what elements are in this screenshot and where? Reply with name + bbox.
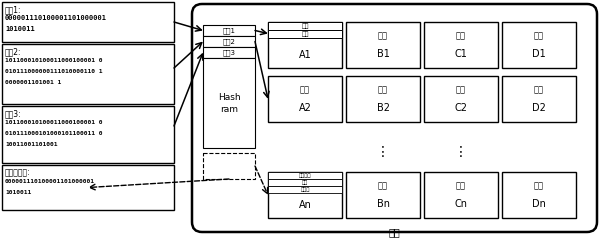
Text: 1010011: 1010011 xyxy=(5,26,35,32)
Text: 101100010100011000100001 0: 101100010100011000100001 0 xyxy=(5,58,103,63)
Text: 规则图: 规则图 xyxy=(301,187,310,192)
Text: 模块: 模块 xyxy=(456,85,466,94)
Text: 规则: 规则 xyxy=(301,23,309,29)
Text: 010111000000111010000110 1: 010111000000111010000110 1 xyxy=(5,69,103,74)
Bar xyxy=(268,30,342,38)
FancyBboxPatch shape xyxy=(192,4,597,232)
Bar xyxy=(2,2,174,42)
Text: 000001110100001101000001: 000001110100001101000001 xyxy=(5,179,95,184)
Text: ⋮: ⋮ xyxy=(454,145,468,159)
Text: 规则2:: 规则2: xyxy=(5,47,22,56)
Text: 模块: 模块 xyxy=(534,181,544,190)
Bar xyxy=(346,172,420,218)
Text: A2: A2 xyxy=(299,103,311,113)
Text: 索引2: 索引2 xyxy=(223,38,235,45)
Bar xyxy=(502,76,576,122)
Text: 010111000101000101100011 0: 010111000101000101100011 0 xyxy=(5,131,103,136)
Bar xyxy=(346,22,420,68)
Text: 索引1: 索引1 xyxy=(223,27,235,34)
Bar xyxy=(502,22,576,68)
Bar xyxy=(346,76,420,122)
Text: 模块: 模块 xyxy=(301,31,309,37)
Text: 模块: 模块 xyxy=(456,31,466,40)
Text: 模块: 模块 xyxy=(456,181,466,190)
Bar xyxy=(268,22,342,30)
Bar xyxy=(268,22,342,68)
Text: C1: C1 xyxy=(455,49,467,59)
Bar xyxy=(203,58,255,148)
Bar xyxy=(424,76,498,122)
Bar xyxy=(502,172,576,218)
Text: C2: C2 xyxy=(455,103,467,113)
Text: B2: B2 xyxy=(377,103,389,113)
Bar xyxy=(424,172,498,218)
Text: Hash: Hash xyxy=(218,93,241,103)
Bar xyxy=(268,186,342,193)
Text: D1: D1 xyxy=(532,49,546,59)
Bar xyxy=(424,22,498,68)
Bar xyxy=(268,172,342,218)
Text: 规则1:: 规则1: xyxy=(5,5,22,14)
Text: 1010011: 1010011 xyxy=(5,190,31,195)
Text: 规则3:: 规则3: xyxy=(5,109,22,118)
Text: 0000001101001 1: 0000001101001 1 xyxy=(5,80,61,85)
Text: 模块: 模块 xyxy=(300,85,310,94)
Text: Bn: Bn xyxy=(377,199,389,209)
Text: 规则: 规则 xyxy=(302,180,308,185)
Text: 规则索引: 规则索引 xyxy=(299,173,311,178)
Text: 模块: 模块 xyxy=(534,85,544,94)
Text: D2: D2 xyxy=(532,103,546,113)
Text: 硬件: 硬件 xyxy=(389,227,400,237)
Bar xyxy=(203,25,255,36)
Text: 10011001101001: 10011001101001 xyxy=(5,142,58,147)
Text: Dn: Dn xyxy=(532,199,546,209)
Text: A1: A1 xyxy=(299,50,311,60)
Bar xyxy=(268,179,342,186)
Text: 模块: 模块 xyxy=(378,181,388,190)
Bar xyxy=(268,76,342,122)
Bar xyxy=(2,165,174,210)
Bar xyxy=(203,36,255,47)
Bar xyxy=(2,106,174,163)
Text: 索引3: 索引3 xyxy=(223,49,235,56)
Bar xyxy=(268,172,342,179)
Text: Cn: Cn xyxy=(455,199,467,209)
Bar xyxy=(2,44,174,104)
Text: An: An xyxy=(299,200,311,210)
Text: 模块: 模块 xyxy=(378,85,388,94)
Text: 101100010100011000100001 0: 101100010100011000100001 0 xyxy=(5,120,103,125)
Text: 模块: 模块 xyxy=(534,31,544,40)
Text: ram: ram xyxy=(220,104,238,114)
Text: 000001110100001101000001: 000001110100001101000001 xyxy=(5,15,107,21)
Bar xyxy=(203,153,255,179)
Text: 压缩存储器:: 压缩存储器: xyxy=(5,168,31,177)
Text: 模块: 模块 xyxy=(378,31,388,40)
Bar xyxy=(203,47,255,58)
Text: ⋮: ⋮ xyxy=(376,145,390,159)
Text: B1: B1 xyxy=(377,49,389,59)
